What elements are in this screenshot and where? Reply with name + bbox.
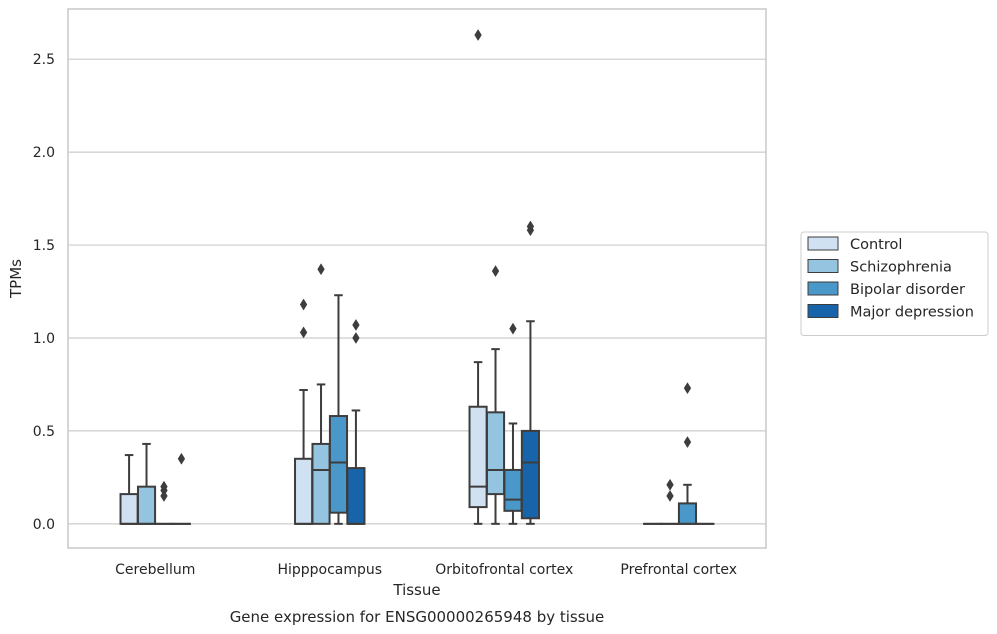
outlier-point [317, 263, 325, 276]
outlier-point [683, 382, 692, 395]
legend-swatch [807, 281, 839, 296]
outlier-point [666, 478, 674, 491]
x-tick-label: Prefrontal cortex [620, 562, 737, 578]
box [503, 468, 523, 512]
legend-label: Major depression [850, 305, 974, 321]
outlier-point [299, 298, 308, 311]
box-group [520, 220, 540, 525]
outlier-point [160, 480, 168, 493]
y-tick-label: 1.5 [33, 238, 55, 254]
box-group [677, 382, 698, 525]
y-tick-label: 2.5 [33, 52, 55, 68]
box-group [311, 263, 331, 525]
box-group [660, 478, 680, 525]
box-group [119, 454, 139, 525]
legend-frame [800, 231, 989, 336]
box-group [171, 452, 191, 525]
y-tick-label: 0.0 [33, 517, 55, 533]
outlier-point [509, 322, 517, 335]
outlier-point [177, 452, 186, 465]
box [311, 442, 331, 525]
outlier-point [683, 436, 692, 449]
y-tick-label: 2.0 [33, 145, 55, 161]
box-group [485, 265, 506, 525]
gridlines [68, 58, 766, 525]
legend-swatch [807, 259, 839, 273]
legend-swatch [807, 236, 839, 251]
box [520, 429, 540, 520]
box [119, 493, 139, 525]
box-layer [119, 29, 715, 525]
box-group [136, 442, 157, 525]
box [136, 485, 157, 525]
box [677, 502, 698, 525]
outlier-point [299, 326, 308, 339]
chart-caption: Gene expression for ENSG00000265948 by t… [230, 608, 605, 626]
outlier-point [474, 29, 482, 41]
box [346, 467, 366, 525]
box [294, 457, 314, 525]
x-tick-label: Cerebellum [115, 562, 195, 578]
outlier-point [352, 318, 360, 331]
x-axis-ticks: Cerebellum Hipppocampus Orbitofrontal cort… [115, 562, 737, 578]
outlier-point [526, 220, 535, 233]
box-group [154, 480, 174, 525]
y-axis-label: TPMs [7, 259, 25, 299]
y-axis-ticks: 0.0 0.5 1.0 1.5 2.0 2.5 [33, 52, 55, 533]
box [328, 415, 349, 514]
outlier-point [666, 489, 674, 502]
outlier-point [491, 265, 500, 278]
box-group [468, 29, 488, 525]
box-group [294, 298, 314, 525]
legend-label: Control [850, 237, 902, 253]
box-group [503, 322, 523, 525]
box [468, 405, 488, 509]
x-tick-label: Hipppocampus [277, 562, 382, 578]
y-tick-label: 0.5 [33, 424, 55, 440]
box-group [346, 318, 366, 525]
legend: Control Schizophrenia Bipolar disorder Majo… [800, 231, 989, 336]
box-group [328, 294, 349, 525]
outlier-point [352, 332, 360, 344]
legend-swatch [807, 304, 839, 318]
legend-label: Schizophrenia [850, 260, 952, 276]
plot-area-frame [67, 8, 767, 549]
legend-label: Bipolar disorder [850, 282, 965, 298]
x-axis-label: Tissue [392, 581, 440, 599]
box [485, 411, 506, 496]
x-tick-label: Orbitofrontal cortex [435, 562, 573, 578]
y-tick-label: 1.0 [33, 331, 55, 347]
